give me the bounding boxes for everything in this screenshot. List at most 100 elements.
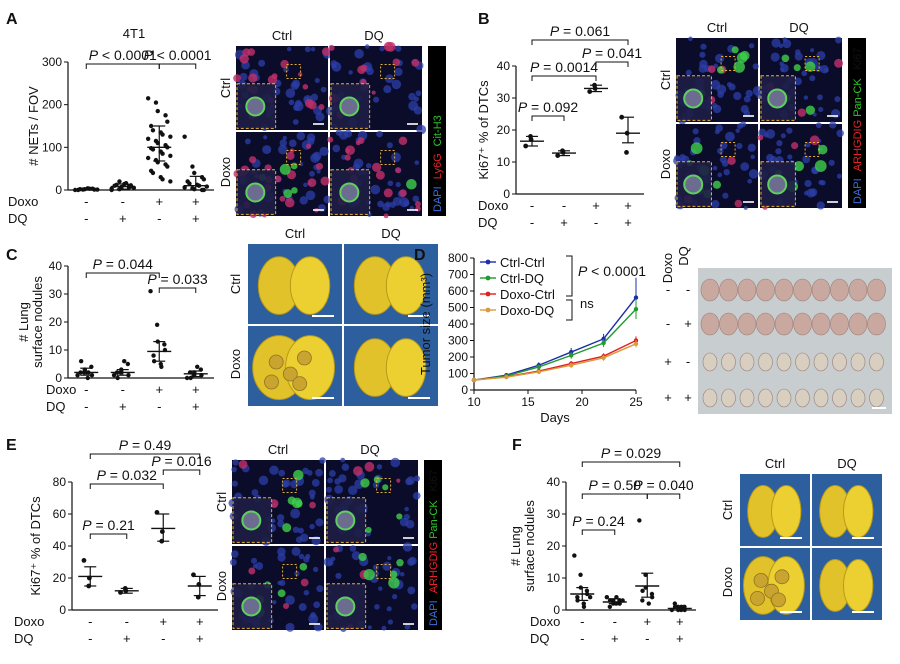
y-tick-label: 20 (497, 123, 511, 137)
nucleus-blob (814, 64, 822, 73)
y-tick-label: 500 (448, 301, 468, 315)
nucleus-blob (258, 59, 266, 67)
nucleus-blob (288, 139, 297, 148)
surface-nodule (753, 573, 769, 588)
stain-legend-label: Pan-CK (852, 78, 864, 117)
nucleus-blob (304, 46, 311, 53)
p-value-label: P = 0.044 (93, 256, 154, 272)
nucleus-blob (818, 106, 824, 113)
panel-a-micrographs: Ctrl DQ Ctrl Doxo DAPI Ly6G Cit-H3 (218, 28, 446, 219)
stain-blob (267, 75, 278, 85)
cell-highlight (245, 96, 266, 117)
panel-d-chart: 0 100 200 300 400 500 600 700 800 10 15 20 25 Days Tum… (418, 251, 646, 425)
nucleus-blob (748, 43, 755, 49)
nucleus-blob (340, 457, 346, 463)
row-label: Ctrl (228, 274, 243, 294)
data-point (182, 134, 187, 139)
data-point (115, 375, 120, 381)
data-point (584, 588, 590, 593)
nucleus-blob (367, 625, 372, 630)
condition-row-label: DQ (8, 211, 28, 226)
data-point (640, 588, 645, 593)
tumor-specimen (776, 352, 792, 372)
nucleus-blob (285, 595, 295, 605)
photo-sign: - (686, 282, 690, 297)
data-point (122, 359, 127, 364)
nucleus-blob (319, 146, 329, 156)
condition-sign: + (192, 382, 200, 397)
p-value-label: P = 0.24 (572, 513, 625, 529)
inset-marker (720, 141, 736, 157)
tumor-specimen (774, 312, 794, 336)
stain-legend-label: Ly6G (432, 153, 444, 179)
nucleus-blob (389, 201, 396, 208)
condition-sign: - (530, 215, 534, 230)
nucleus-blob (740, 162, 750, 171)
stain-blob (283, 189, 293, 199)
column-label: Ctrl (707, 20, 727, 35)
nucleus-blob (765, 129, 776, 139)
row-label: Doxo (228, 349, 243, 379)
nucleus-blob (320, 86, 327, 93)
nucleus-blob (279, 139, 287, 147)
photo-sign: - (666, 316, 670, 331)
stain-legend-label: ARHGDIG (852, 120, 864, 171)
stain-blob (297, 72, 303, 77)
stain-blob (290, 162, 298, 170)
tumor-specimen (758, 388, 773, 408)
stain-blob (328, 44, 335, 51)
data-point (637, 518, 642, 523)
stain-blob (307, 178, 317, 188)
stain-legend-label: Ki67 (852, 48, 864, 70)
surface-nodule (292, 376, 308, 392)
nucleus-blob (378, 586, 383, 591)
nucleus-blob (344, 129, 353, 138)
nucleus-blob (782, 39, 792, 49)
nucleus-blob (277, 520, 285, 528)
tumor-specimen (832, 388, 847, 408)
p-value-label: P = 0.040 (633, 477, 694, 493)
data-point (581, 601, 586, 606)
data-point (85, 375, 90, 381)
photo-column-head: Doxo (660, 253, 675, 283)
nucleus-blob (372, 481, 380, 489)
nucleus-blob (816, 94, 823, 101)
nucleus-blob (311, 479, 320, 487)
row-label: Ctrl (658, 70, 673, 90)
stain-blob (383, 213, 389, 219)
cell-highlight (767, 174, 788, 195)
nucleus-blob (714, 129, 720, 135)
inset-marker (376, 563, 392, 579)
cell-highlight (241, 510, 262, 531)
nucleus-blob (390, 457, 401, 468)
tumor-specimen (756, 312, 775, 336)
nucleus-blob (780, 133, 786, 139)
nucleus-blob (330, 556, 336, 562)
p-value-label: P = 0.016 (151, 453, 212, 469)
panel-e-chart: 0 20 40 60 80 Ki67⁺ % of DTCs Doxo - - + + DQ - + - + P … (14, 437, 218, 646)
photo-sign: + (664, 390, 672, 405)
condition-sign: + (643, 614, 651, 629)
stain-blob (375, 170, 385, 180)
nucleus-blob (700, 43, 707, 50)
nucleus-blob (332, 144, 341, 153)
data-point (195, 364, 200, 369)
condition-sign: + (192, 194, 200, 209)
condition-sign: + (676, 631, 684, 646)
column-label: DQ (837, 456, 857, 471)
stain-blob (385, 41, 396, 52)
nucleus-blob (309, 170, 315, 177)
lung-lobe (385, 338, 427, 397)
condition-sign: + (192, 399, 200, 414)
data-point (536, 364, 541, 370)
nucleus-blob (834, 96, 841, 103)
nucleus-blob (295, 536, 303, 544)
photo-sign: + (684, 390, 692, 405)
nucleus-blob (291, 546, 301, 556)
nucleus-blob (292, 119, 299, 125)
nucleus-blob (285, 88, 296, 98)
nucleus-blob (809, 75, 816, 82)
inset-marker (804, 141, 820, 157)
stain-blob (791, 142, 799, 150)
